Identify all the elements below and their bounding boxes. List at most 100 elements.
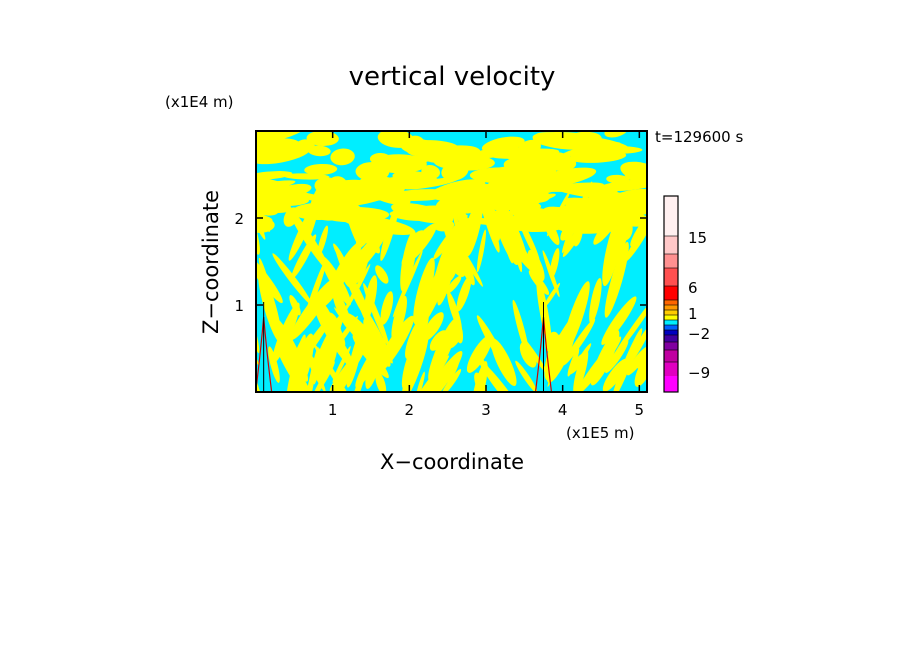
positive-region [345,313,391,367]
x-tick-label-1: 1 [328,401,338,419]
positive-region [475,176,500,253]
positive-region [391,295,407,340]
positive-region [602,358,628,392]
positive-region [313,345,323,385]
positive-region [568,353,586,375]
colorbar-segment-3 [664,342,678,350]
positive-region [624,323,647,370]
colorbar-segment-6 [664,325,678,330]
positive-region [532,133,566,146]
positive-region [476,229,487,273]
positive-region [466,334,493,373]
positive-region [528,270,550,295]
positive-region [437,255,455,306]
time-label: t=129600 s [655,128,743,146]
y-tick-label-1: 1 [234,297,244,315]
x-tick-label-3: 3 [481,401,491,419]
positive-region [340,180,363,248]
positive-region [369,152,391,165]
positive-region [429,179,486,200]
positive-region [604,241,629,318]
positive-region [441,161,469,181]
positive-region [624,169,647,184]
positive-region [527,249,545,282]
positive-region [330,148,355,166]
colorbar-segment-12 [664,286,678,300]
positive-region [575,336,622,392]
positive-region [226,257,243,289]
positive-region [392,250,423,318]
colorbar-segment-15 [664,236,678,254]
positive-region [346,329,364,388]
positive-region [350,247,369,285]
positive-region [507,181,533,201]
positive-region [332,288,352,331]
positive-region [563,318,596,366]
positive-region [474,372,488,392]
positive-region [456,275,472,312]
positive-region [268,346,280,383]
positive-region [313,343,353,392]
positive-region [272,302,300,364]
positive-region [562,142,621,157]
positive-region [573,349,589,392]
positive-region [304,163,338,176]
positive-region [258,270,282,343]
x-tick-label-2: 2 [405,401,415,419]
colorbar-segment-8 [664,315,678,320]
positive-region [491,211,536,273]
positive-region [456,208,469,228]
positive-region [479,361,523,392]
colorbar-segment-16 [664,196,678,236]
colorbar-label-1: 6 [688,279,698,297]
positive-region [201,356,232,413]
y-tick-label-2: 2 [234,210,244,228]
positive-region [223,352,250,424]
positive-region [543,282,561,309]
positive-region [536,275,552,350]
positive-region [512,299,530,358]
chart-title: vertical velocity [349,62,556,92]
positive-region [272,183,312,199]
positive-region [596,179,647,191]
positive-region [414,371,425,392]
positive-region [380,291,394,325]
positive-region [303,258,327,325]
positive-region [567,152,602,162]
positive-region [470,146,521,159]
positive-region [405,312,429,360]
plot-area [180,131,647,424]
positive-region [542,215,560,245]
x-tick-label-4: 4 [558,401,568,419]
colorbar-segment-7 [664,320,678,325]
positive-region [329,312,346,346]
positive-region [401,330,429,392]
positive-region [293,333,314,392]
positive-region [377,131,415,148]
positive-region [626,346,647,376]
positive-region [375,371,387,392]
colorbar-label-0: 15 [688,229,707,247]
positive-region [317,225,329,257]
positive-region [490,338,517,387]
positive-region [370,189,411,206]
positive-region [375,265,389,284]
colorbar-label-4: −9 [688,364,710,382]
positive-region [553,309,580,348]
positive-region [304,187,321,242]
positive-region [560,210,585,241]
colorbar-segment-5 [664,330,678,335]
positive-region [556,186,631,201]
positive-region [482,164,537,174]
positive-region [364,275,378,320]
positive-region [283,173,330,180]
colorbar-segment-2 [664,350,678,362]
positive-region [428,317,459,382]
positive-region [180,338,216,405]
positive-region [421,165,441,180]
colorbar-label-3: −2 [688,325,710,343]
positive-region [619,220,633,241]
colorbar-segment-11 [664,300,678,305]
colorbar-segment-10 [664,305,678,310]
